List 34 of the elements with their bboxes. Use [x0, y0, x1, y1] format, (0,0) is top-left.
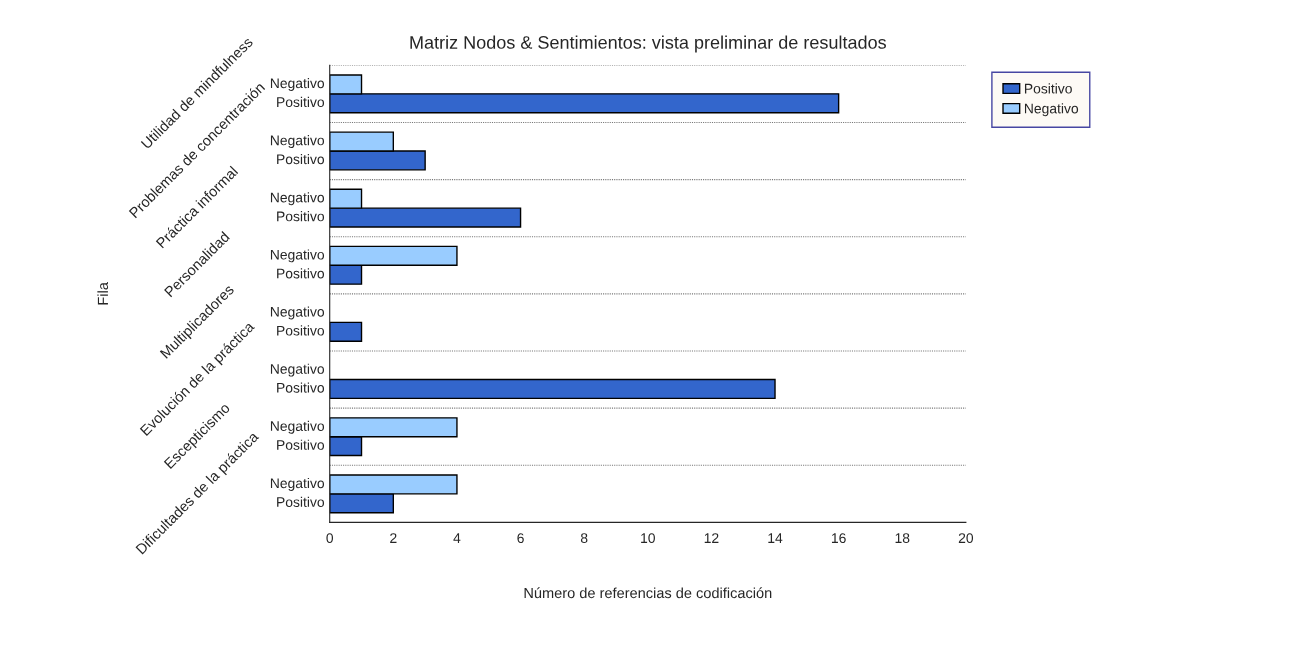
x-tick-label: 12 — [704, 533, 719, 543]
bar — [329, 378, 776, 400]
x-tick-label: 16 — [831, 533, 846, 544]
text: Positivo — [277, 496, 325, 507]
text: Positivo — [277, 382, 325, 393]
x-tick-label: 4 — [453, 533, 461, 543]
x-tick-label: 6 — [517, 533, 524, 544]
x-tick-label: 18 — [895, 533, 910, 544]
text: Negativo — [270, 306, 325, 320]
text: Negativo — [270, 192, 325, 206]
text: Positivo — [277, 325, 325, 336]
text: Negativo — [270, 363, 325, 377]
x-tick-label: 0 — [326, 533, 334, 544]
text: Negativo — [270, 77, 325, 91]
text: Positivo — [277, 268, 325, 279]
legend-label: Positivo — [1024, 83, 1072, 94]
text: Positivo — [277, 153, 325, 165]
text: Positivo — [277, 439, 325, 450]
legend-label: Negativo — [1024, 103, 1079, 117]
text: Positivo — [277, 96, 325, 108]
x-tick-label: 8 — [580, 533, 588, 544]
x-tick-label: 2 — [390, 533, 397, 543]
x-tick-label: 14 — [768, 533, 783, 543]
text: Negativo — [270, 477, 325, 491]
x-tick-label: 20 — [958, 533, 974, 544]
text: Negativo — [270, 249, 325, 263]
text: Positivo — [277, 211, 325, 222]
text: Negativo — [270, 420, 325, 434]
chart-title: Matriz Nodos & Sentimientos: vista preliminar de resultados — [410, 35, 886, 53]
x-axis-title: Número de referencias de codificación — [524, 587, 772, 599]
x-tick-label: 10 — [641, 533, 655, 544]
y-axis-title: Fila — [97, 282, 109, 305]
bar — [329, 321, 363, 342]
text: Negativo — [270, 135, 325, 149]
